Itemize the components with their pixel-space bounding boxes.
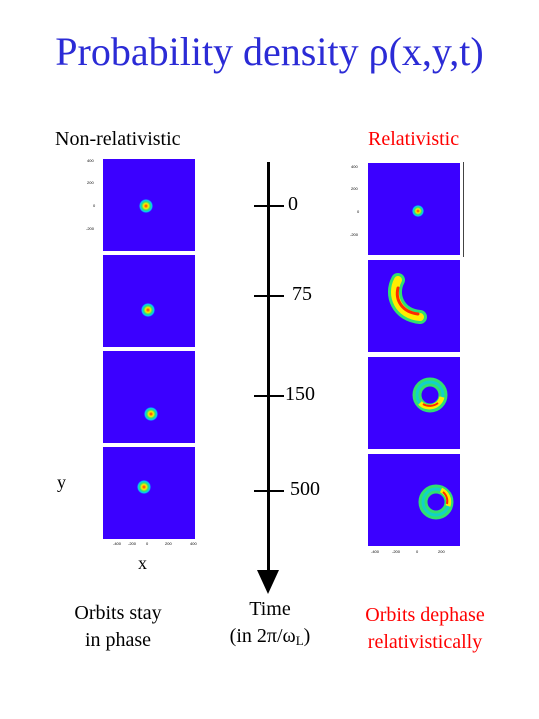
time-axis-line — [267, 162, 270, 574]
x-axis-label: x — [138, 553, 147, 573]
right-xtick-4: 200 — [438, 549, 445, 554]
left-xtick-4: 200 — [165, 541, 172, 546]
caption-left-line2: in phase — [84, 629, 152, 651]
caption-mid-line2: (in 2π/ωL) — [215, 623, 325, 654]
time-arrow-icon — [257, 570, 279, 594]
nonrel-density-t0 — [139, 199, 153, 213]
page-title: Probability density ρ(x,y,t) — [55, 29, 484, 74]
right-ytick-4: -200 — [350, 232, 359, 237]
caption-right-line1: Orbits dephase — [365, 604, 485, 626]
left-xtick-5: 400 — [190, 541, 197, 546]
left-xtick-2: -200 — [128, 541, 137, 546]
left-ytick-3: 0 — [93, 203, 96, 208]
time-label-150: 150 — [285, 383, 315, 405]
time-label-75: 75 — [292, 283, 312, 305]
left-plot-stack: 400 200 0 -200 — [85, 158, 196, 539]
caption-mid-prefix: (in 2π/ω — [229, 625, 296, 647]
right-plot-stack: 400 200 0 -200 — [350, 160, 466, 552]
nonrel-density-t500 — [137, 480, 151, 494]
time-tick-0 — [254, 205, 284, 207]
left-xtick-1: -400 — [113, 541, 122, 546]
nonrel-density-t150 — [144, 407, 158, 421]
right-frame-edge — [463, 162, 464, 257]
time-label-500: 500 — [290, 478, 320, 500]
rel-density-t150 — [412, 377, 448, 413]
caption-relativistic: Orbits dephase relativistically — [345, 602, 505, 656]
nonrel-panel-t75 — [103, 255, 195, 347]
nonrel-panel-t0 — [103, 159, 195, 251]
right-xtick-3: 0 — [416, 549, 419, 554]
y-axis-label: y — [57, 472, 66, 492]
right-ytick-2: 200 — [351, 186, 358, 191]
time-tick-500 — [254, 490, 284, 492]
right-xtick-2: -200 — [392, 549, 401, 554]
right-ytick-3: 0 — [357, 209, 360, 214]
caption-right-line2: relativistically — [367, 631, 483, 653]
right-xtick-1: -400 — [371, 549, 380, 554]
left-ytick-4: -200 — [86, 226, 95, 231]
rel-density-t500 — [418, 484, 454, 520]
left-xtick-3: 0 — [146, 541, 149, 546]
rel-panel-t75 — [368, 260, 460, 352]
left-ytick-2: 200 — [87, 180, 94, 185]
relativistic-header: Relativistic — [368, 128, 460, 150]
rel-density-t0 — [412, 205, 424, 217]
nonrel-panel-t150 — [103, 351, 195, 443]
right-ytick-1: 400 — [351, 164, 358, 169]
time-tick-150 — [254, 395, 284, 397]
rel-panel-t500 — [368, 454, 460, 546]
non-relativistic-header: Non-relativistic — [55, 128, 181, 150]
time-tick-75 — [254, 295, 284, 297]
rel-panel-t150 — [368, 357, 460, 449]
nonrel-density-t75 — [141, 303, 155, 317]
left-ytick-1: 400 — [87, 158, 94, 163]
caption-non-relativistic: Orbits stay in phase — [55, 600, 181, 654]
caption-time: Time (in 2π/ωL) — [215, 596, 325, 654]
caption-left-line1: Orbits stay — [74, 602, 162, 624]
caption-mid-suffix: ) — [303, 625, 311, 647]
nonrel-panel-t500 — [103, 447, 195, 539]
caption-mid-line1: Time — [249, 598, 291, 620]
time-label-0: 0 — [288, 193, 298, 215]
rel-density-t75 — [388, 273, 427, 324]
rel-panel-t0 — [368, 163, 460, 255]
caption-mid-sub: L — [295, 633, 304, 648]
